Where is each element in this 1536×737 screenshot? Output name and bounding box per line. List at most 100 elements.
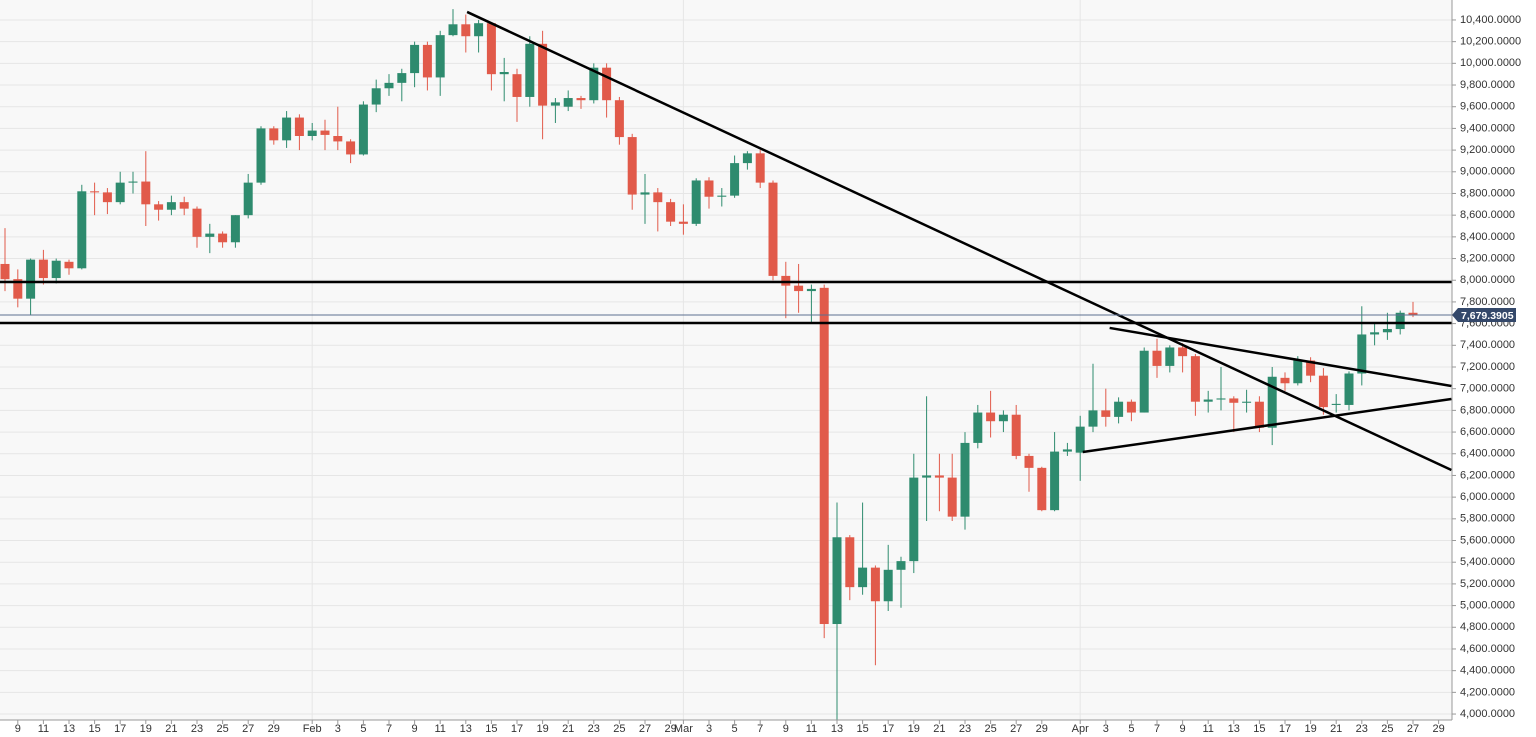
candle-body	[794, 285, 804, 292]
candle-body	[256, 128, 266, 183]
x-tick-label: 15	[1253, 723, 1265, 735]
candle-body	[986, 412, 996, 422]
candle-body	[1126, 401, 1136, 413]
x-tick-label: 13	[1228, 723, 1240, 735]
x-tick-label: Apr	[1072, 723, 1089, 735]
candle-body	[1280, 377, 1290, 384]
candle-body	[614, 100, 624, 138]
x-tick-label: Feb	[303, 723, 322, 735]
candle-body	[666, 202, 676, 222]
x-tick-label: 11	[1202, 723, 1213, 735]
candle-body	[806, 288, 816, 292]
candle-body	[1037, 467, 1047, 511]
candle-body	[550, 102, 560, 106]
x-tick-label: 25	[216, 723, 228, 735]
candle-body	[333, 135, 343, 142]
y-tick-label: 7,000.0000	[1460, 383, 1515, 395]
x-tick-label: 27	[639, 723, 651, 735]
candle-body	[243, 182, 253, 216]
candle-body	[1331, 403, 1341, 405]
x-tick-label: 21	[562, 723, 574, 735]
candle-body	[422, 44, 432, 78]
candle-body	[294, 117, 304, 136]
candle-body	[947, 477, 957, 517]
plot-background	[0, 0, 1452, 720]
candle-body	[640, 192, 650, 195]
candle-body	[128, 181, 138, 183]
candle-body	[218, 233, 228, 243]
candle-body	[704, 180, 714, 197]
candle-body	[358, 104, 368, 155]
candle-body	[179, 202, 189, 209]
x-tick-label: 19	[908, 723, 920, 735]
last-price-tag	[1452, 308, 1516, 323]
candle-body	[845, 537, 855, 588]
y-tick-label: 9,200.0000	[1460, 144, 1515, 156]
x-tick-label: 5	[1128, 723, 1134, 735]
candle-body	[1370, 332, 1380, 335]
axes: 4,000.0000 4,200.0000 4,400.0000 4,600.0000…	[15, 14, 1521, 735]
candle-body	[154, 204, 164, 210]
x-tick-label: 17	[1279, 723, 1291, 735]
y-tick-label: 4,800.0000	[1460, 621, 1515, 633]
y-tick-label: 10,200.0000	[1460, 36, 1521, 48]
candle-body	[742, 153, 752, 164]
candle-body	[973, 412, 983, 443]
x-tick-label: 7	[757, 723, 763, 735]
y-tick-label: 4,000.0000	[1460, 708, 1515, 720]
x-tick-label: 19	[536, 723, 548, 735]
candle-body	[448, 24, 458, 36]
candle-body	[1357, 334, 1367, 374]
candle-body	[1075, 426, 1085, 453]
candle-body	[1152, 350, 1162, 366]
candle-body	[1088, 410, 1098, 427]
candle-body	[1267, 376, 1277, 428]
x-tick-label: 13	[63, 723, 75, 735]
x-tick-label: 15	[88, 723, 100, 735]
candle-body	[1318, 375, 1328, 408]
y-tick-label: 8,200.0000	[1460, 252, 1515, 264]
y-tick-label: 6,200.0000	[1460, 469, 1515, 481]
y-tick-label: 10,000.0000	[1460, 57, 1521, 69]
candle-body	[717, 195, 727, 197]
candle-body	[410, 44, 420, 74]
candle-body	[1114, 401, 1124, 417]
candle-body	[1254, 401, 1264, 428]
y-tick-label: 5,800.0000	[1460, 513, 1515, 525]
y-tick-label: 9,600.0000	[1460, 101, 1515, 113]
candle-body	[896, 561, 906, 570]
candle-body	[1101, 410, 1111, 417]
grid	[0, 0, 1452, 720]
x-tick-label: 9	[412, 723, 418, 735]
candle-body	[1011, 414, 1021, 456]
x-tick-label: 3	[335, 723, 341, 735]
candle-body	[64, 261, 74, 269]
x-tick-label: Mar	[674, 723, 693, 735]
candle-body	[909, 477, 919, 562]
candle-body	[371, 88, 381, 105]
candle-body	[1178, 347, 1188, 357]
candle-body	[678, 221, 688, 224]
candle-body	[1216, 398, 1226, 400]
candle-body	[166, 202, 176, 210]
candle-body	[576, 98, 586, 101]
candle-body	[589, 67, 599, 101]
x-tick-label: 21	[1330, 723, 1342, 735]
candle-body	[90, 191, 100, 193]
candle-body	[13, 279, 23, 299]
x-tick-label: 11	[806, 723, 817, 735]
candle-body	[1408, 312, 1418, 315]
x-tick-label: 11	[38, 723, 49, 735]
x-tick-label: 5	[360, 723, 366, 735]
x-tick-label: 29	[664, 723, 676, 735]
y-tick-label: 6,000.0000	[1460, 491, 1515, 503]
candle-body	[320, 130, 330, 135]
candle-body	[525, 43, 535, 97]
y-tick-label: 8,600.0000	[1460, 209, 1515, 221]
x-tick-label: 7	[1154, 723, 1160, 735]
x-tick-label: 15	[856, 723, 868, 735]
candle-body	[192, 208, 202, 237]
candle-body	[538, 43, 548, 106]
